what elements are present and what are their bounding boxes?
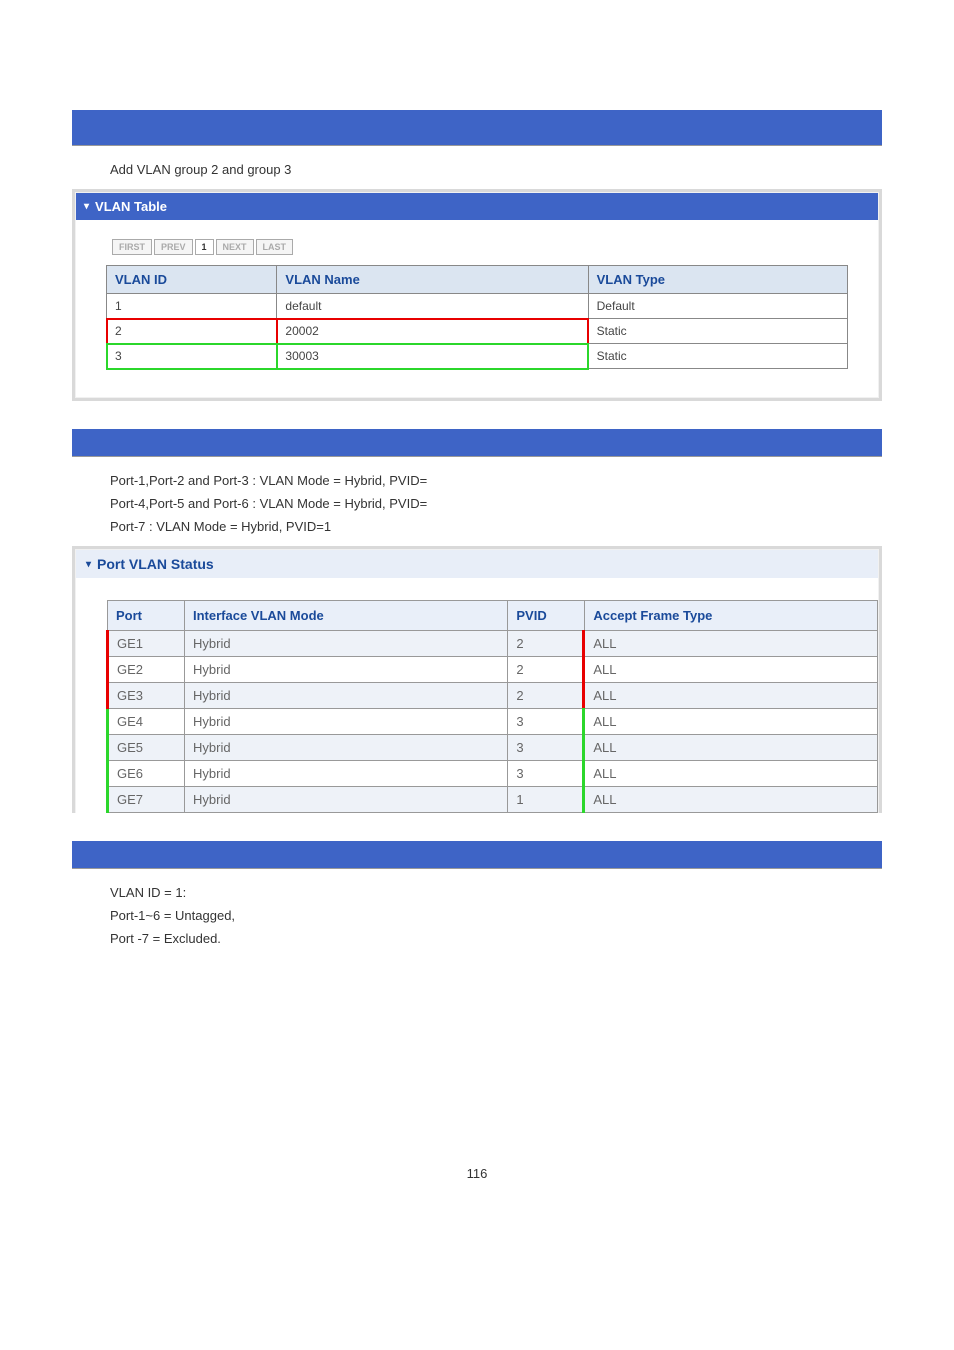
- pvid-cell: 1: [508, 787, 585, 813]
- vlan-name-cell: 20002: [277, 319, 588, 344]
- section1-text: Add VLAN group 2 and group 3: [110, 162, 954, 177]
- table-row[interactable]: 1defaultDefault: [107, 294, 848, 319]
- pager-page[interactable]: 1: [195, 239, 214, 255]
- vlan-id-cell: 2: [107, 319, 277, 344]
- pvid-cell: 3: [508, 761, 585, 787]
- vlan-panel-header[interactable]: ▾ VLAN Table: [76, 193, 878, 220]
- section3-line-0: VLAN ID = 1:: [110, 885, 954, 900]
- pager-next[interactable]: NEXT: [216, 239, 254, 255]
- port-panel-title: Port VLAN Status: [97, 556, 214, 572]
- vlan-table-panel: ▾ VLAN Table FIRST PREV 1 NEXT LAST VLAN…: [72, 189, 882, 401]
- table-row[interactable]: GE7Hybrid1ALL: [108, 787, 878, 813]
- pvid-cell: 2: [508, 683, 585, 709]
- port-panel-header[interactable]: ▾ Port VLAN Status: [76, 550, 878, 578]
- port-cell: GE6: [108, 761, 185, 787]
- mid-blue-bar-1: [72, 429, 882, 457]
- vlan-type-cell: Default: [588, 294, 847, 319]
- section2-line-0: Port-1,Port-2 and Port-3 : VLAN Mode = H…: [110, 473, 954, 488]
- aft-cell: ALL: [585, 761, 878, 787]
- mode-cell: Hybrid: [185, 709, 508, 735]
- aft-cell: ALL: [585, 709, 878, 735]
- pvid-cell: 2: [508, 657, 585, 683]
- col-vlan-name: VLAN Name: [277, 266, 588, 294]
- port-cell: GE7: [108, 787, 185, 813]
- aft-cell: ALL: [585, 787, 878, 813]
- col-port: Port: [108, 601, 185, 631]
- vlan-name-cell: 30003: [277, 344, 588, 369]
- mode-cell: Hybrid: [185, 761, 508, 787]
- section3-text: VLAN ID = 1: Port-1~6 = Untagged, Port -…: [110, 885, 954, 946]
- section2-text: Port-1,Port-2 and Port-3 : VLAN Mode = H…: [110, 473, 954, 534]
- pager: FIRST PREV 1 NEXT LAST: [112, 239, 293, 255]
- aft-cell: ALL: [585, 657, 878, 683]
- section1-title: Add VLAN group 2 and group 3: [110, 162, 954, 177]
- chevron-down-icon: ▾: [84, 201, 89, 212]
- pvid-cell: 2: [508, 631, 585, 657]
- port-cell: GE5: [108, 735, 185, 761]
- vlan-id-cell: 1: [107, 294, 277, 319]
- port-table: Port Interface VLAN Mode PVID Accept Fra…: [106, 600, 878, 813]
- col-vlan-id: VLAN ID: [107, 266, 277, 294]
- chevron-down-icon: ▾: [86, 559, 91, 570]
- col-pvid: PVID: [508, 601, 585, 631]
- port-cell: GE3: [108, 683, 185, 709]
- pager-first[interactable]: FIRST: [112, 239, 152, 255]
- section2-line-2: Port-7 : VLAN Mode = Hybrid, PVID=1: [110, 519, 954, 534]
- pager-last[interactable]: LAST: [256, 239, 294, 255]
- col-aft: Accept Frame Type: [585, 601, 878, 631]
- aft-cell: ALL: [585, 735, 878, 761]
- col-mode: Interface VLAN Mode: [185, 601, 508, 631]
- col-vlan-type: VLAN Type: [588, 266, 847, 294]
- section2-line-1: Port-4,Port-5 and Port-6 : VLAN Mode = H…: [110, 496, 954, 511]
- vlan-type-cell: Static: [588, 344, 847, 369]
- mode-cell: Hybrid: [185, 683, 508, 709]
- port-cell: GE4: [108, 709, 185, 735]
- port-cell: GE1: [108, 631, 185, 657]
- page-number: 116: [0, 1166, 954, 1181]
- port-vlan-panel: ▾ Port VLAN Status Port Interface VLAN M…: [72, 546, 882, 813]
- table-row[interactable]: 330003Static: [107, 344, 848, 369]
- aft-cell: ALL: [585, 631, 878, 657]
- top-blue-bar: [72, 110, 882, 146]
- vlan-type-cell: Static: [588, 319, 847, 344]
- table-row[interactable]: GE1Hybrid2ALL: [108, 631, 878, 657]
- vlan-table: VLAN ID VLAN Name VLAN Type 1defaultDefa…: [106, 265, 848, 369]
- table-row[interactable]: GE5Hybrid3ALL: [108, 735, 878, 761]
- mode-cell: Hybrid: [185, 631, 508, 657]
- vlan-name-cell: default: [277, 294, 588, 319]
- table-row[interactable]: GE2Hybrid2ALL: [108, 657, 878, 683]
- vlan-panel-title: VLAN Table: [95, 199, 167, 214]
- table-row[interactable]: GE4Hybrid3ALL: [108, 709, 878, 735]
- vlan-id-cell: 3: [107, 344, 277, 369]
- pvid-cell: 3: [508, 735, 585, 761]
- mode-cell: Hybrid: [185, 657, 508, 683]
- section3-line-1: Port-1~6 = Untagged,: [110, 908, 954, 923]
- table-row[interactable]: GE6Hybrid3ALL: [108, 761, 878, 787]
- pvid-cell: 3: [508, 709, 585, 735]
- aft-cell: ALL: [585, 683, 878, 709]
- table-row[interactable]: 220002Static: [107, 319, 848, 344]
- mid-blue-bar-2: [72, 841, 882, 869]
- pager-prev[interactable]: PREV: [154, 239, 193, 255]
- section3-line-2: Port -7 = Excluded.: [110, 931, 954, 946]
- mode-cell: Hybrid: [185, 787, 508, 813]
- mode-cell: Hybrid: [185, 735, 508, 761]
- table-row[interactable]: GE3Hybrid2ALL: [108, 683, 878, 709]
- port-cell: GE2: [108, 657, 185, 683]
